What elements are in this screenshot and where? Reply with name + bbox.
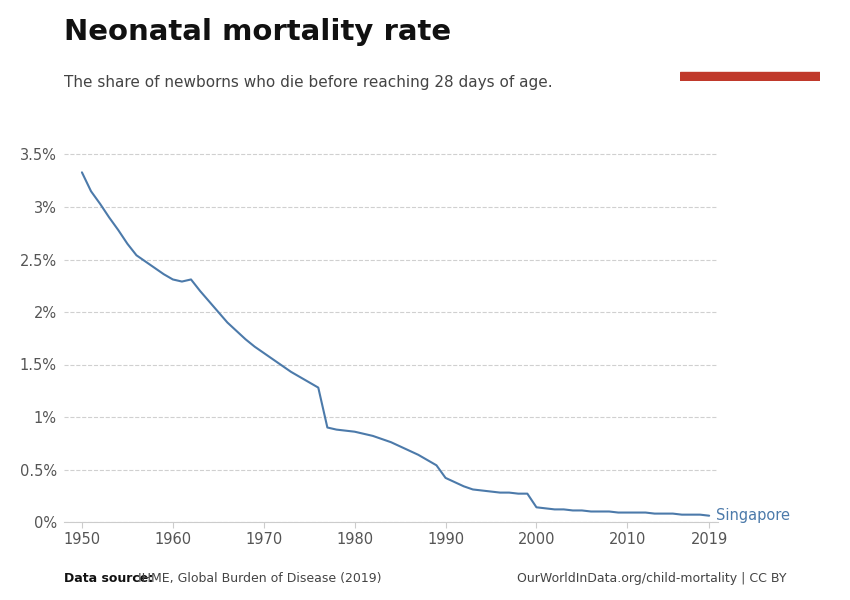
Bar	[680, 72, 820, 81]
Text: Singapore: Singapore	[717, 508, 790, 523]
Text: Data source:: Data source:	[64, 572, 153, 585]
Text: in Data: in Data	[726, 48, 774, 61]
Text: Neonatal mortality rate: Neonatal mortality rate	[64, 18, 450, 46]
Text: The share of newborns who die before reaching 28 days of age.: The share of newborns who die before rea…	[64, 75, 552, 90]
Text: IHME, Global Burden of Disease (2019): IHME, Global Burden of Disease (2019)	[134, 572, 382, 585]
Text: Our World: Our World	[717, 29, 784, 42]
Text: OurWorldInData.org/child-mortality | CC BY: OurWorldInData.org/child-mortality | CC …	[517, 572, 786, 585]
